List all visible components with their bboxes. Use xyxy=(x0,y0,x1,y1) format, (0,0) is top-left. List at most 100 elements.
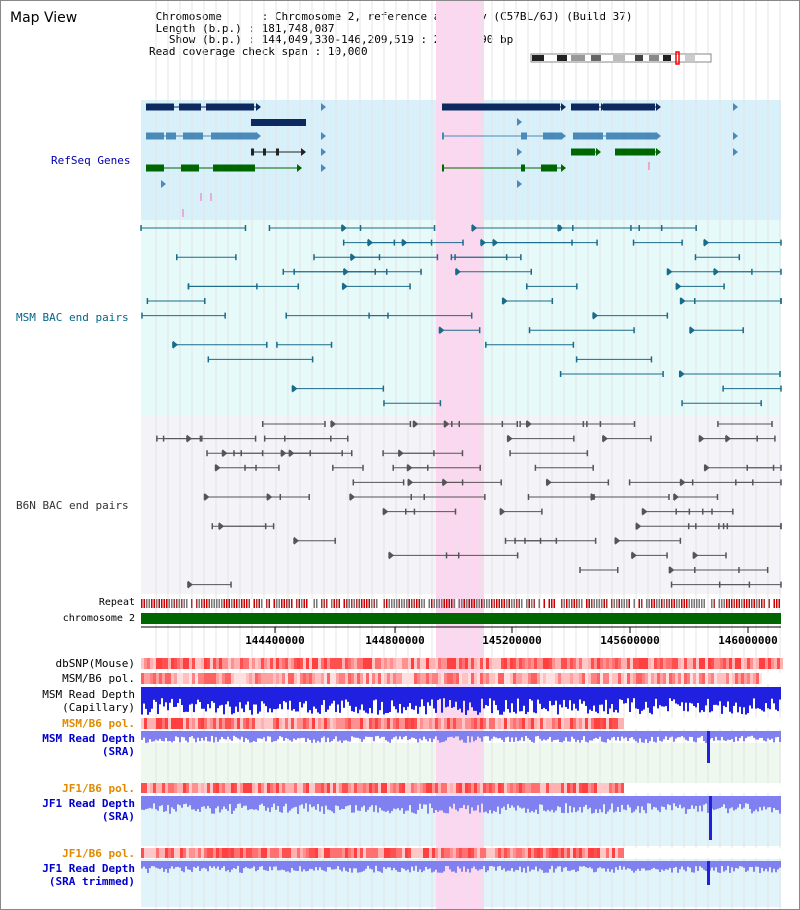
jf1-trim-depth-bar xyxy=(487,861,489,871)
jf1-pol2-heat-cell xyxy=(177,848,180,858)
track-label-dbsnp[interactable]: dbSNP(Mouse) xyxy=(55,657,135,670)
jf1-sra-depth-bar xyxy=(251,796,253,810)
jf1-sra-depth-bar xyxy=(621,796,623,805)
jf1-sra-depth-bar xyxy=(567,796,569,814)
msm-pol2-heat-cell xyxy=(345,718,348,729)
track-label-jf1-b6-pol-2[interactable]: JF1/B6 pol. xyxy=(62,847,135,860)
msm-pol2-heat-cell xyxy=(495,718,498,729)
msm-pol-heat-cell xyxy=(144,673,147,684)
jf1-sra-depth-bar xyxy=(619,796,621,812)
jf1-trim-depth-bar xyxy=(547,861,549,873)
repeat-segment xyxy=(443,599,445,608)
dbsnp-heat-cell xyxy=(693,658,696,669)
track-label-repeat[interactable]: Repeat xyxy=(98,597,135,608)
jf1-pol2-heat-cell xyxy=(495,848,498,858)
msm-capillary-depth-bar xyxy=(637,687,639,710)
track-label-msm-depth-capillary[interactable]: MSM Read Depth xyxy=(42,688,135,701)
jf1-pol2-heat-cell xyxy=(369,848,372,858)
dbsnp-heat-cell xyxy=(390,658,393,669)
repeat-segment xyxy=(751,599,753,608)
msm-sra-depth-bar xyxy=(375,731,377,737)
msm-bac-pair-arrow xyxy=(455,267,461,276)
gene-exon-block xyxy=(571,103,599,111)
track-label-jf1-b6-pol[interactable]: JF1/B6 pol. xyxy=(62,782,135,795)
track-label-msm-depth-sra[interactable]: MSM Read Depth xyxy=(42,732,135,745)
msm-pol-heat-cell xyxy=(582,673,585,684)
jf1-sra-depth-bar xyxy=(149,796,151,808)
msm-capillary-depth-bar xyxy=(585,687,587,706)
track-label-msm-b6-pol-2[interactable]: MSM/B6 pol. xyxy=(62,717,135,730)
track-label-msm-b6-pol[interactable]: MSM/B6 pol. xyxy=(62,672,135,685)
msm-sra-depth-bar xyxy=(241,731,243,737)
jf1-sra-depth-bar xyxy=(197,796,199,810)
msm-capillary-depth-bar xyxy=(267,687,269,713)
msm-pol-heat-cell xyxy=(408,673,411,684)
msm-sra-depth-bar xyxy=(509,731,511,742)
track-label-chromosome[interactable]: chromosome 2 xyxy=(62,613,135,624)
msm-sra-depth-bar xyxy=(577,731,579,740)
gene-exon-block xyxy=(615,148,655,156)
dbsnp-heat-cell xyxy=(513,658,516,669)
msm-capillary-depth-bar xyxy=(737,687,739,713)
gene-strand-arrow xyxy=(561,132,566,140)
dbsnp-heat-cell xyxy=(696,658,699,669)
jf1-pol-heat-cell xyxy=(753,783,756,793)
jf1-pol-heat-cell xyxy=(489,783,492,793)
jf1-trim-depth-bar xyxy=(319,861,321,868)
jf1-sra-depth-bar xyxy=(141,796,143,810)
jf1-trim-depth-bar xyxy=(453,861,455,872)
chromosome-ideogram[interactable] xyxy=(530,51,712,65)
msm-capillary-depth-bar xyxy=(545,687,547,710)
jf1-trim-depth-bar xyxy=(401,861,403,868)
track-label-b6n-bac[interactable]: B6N BAC end pairs xyxy=(16,499,129,512)
msm-sra-depth-bar xyxy=(317,731,319,741)
b6n-bac-pair-arrow xyxy=(631,551,637,560)
repeat-segment xyxy=(411,599,413,608)
jf1-sra-depth-bar xyxy=(695,796,697,806)
jf1-pol2-heat-cell xyxy=(684,848,687,858)
msm-pol2-heat-cell xyxy=(327,718,330,729)
jf1-trim-depth-bar xyxy=(569,861,571,871)
jf1-trim-depth-bar xyxy=(635,861,637,871)
jf1-pol2-heat-cell xyxy=(216,848,219,858)
dbsnp-heat-cell xyxy=(327,658,330,669)
jf1-pol2-heat-cell xyxy=(522,848,525,858)
jf1-sra-depth-bar xyxy=(435,796,437,811)
msm-bac-pair-arrow xyxy=(680,297,686,305)
msm-pol2-heat-cell xyxy=(627,718,630,729)
msm-sra-depth-bar xyxy=(531,731,533,742)
jf1-sra-depth-bar xyxy=(157,796,159,811)
msm-sra-depth-bar xyxy=(677,731,679,738)
gene-strand-arrow xyxy=(733,148,738,156)
jf1-pol2-heat-cell xyxy=(591,848,594,858)
jf1-pol-heat-cell xyxy=(555,783,558,793)
msm-capillary-depth-bar xyxy=(351,687,353,712)
repeat-segment xyxy=(391,599,393,608)
repeat-segment xyxy=(196,599,198,608)
jf1-trim-depth-bar xyxy=(379,861,381,872)
msm-capillary-depth-bar xyxy=(215,687,217,713)
track-label-refseq[interactable]: RefSeq Genes xyxy=(51,154,131,167)
msm-capillary-depth-bar xyxy=(171,687,173,699)
track-label-msm-bac[interactable]: MSM BAC end pairs xyxy=(16,311,129,324)
repeat-segment xyxy=(611,599,613,608)
repeat-segment xyxy=(723,599,725,608)
jf1-sra-depth-bar xyxy=(589,796,591,808)
jf1-sra-depth-bar xyxy=(669,796,671,806)
msm-pol-heat-cell xyxy=(666,673,669,684)
msm-sra-depth-bar xyxy=(295,731,297,740)
jf1-trim-depth-bar xyxy=(465,861,467,872)
track-label-jf1-depth-trimmed[interactable]: JF1 Read Depth xyxy=(42,862,135,875)
msm-pol-heat-cell xyxy=(183,673,186,684)
jf1-pol2-heat-cell xyxy=(600,848,603,858)
track-features[interactable] xyxy=(140,103,783,885)
b6n-bac-pair-arrow xyxy=(636,522,642,531)
jf1-sra-depth-bar xyxy=(543,796,545,811)
jf1-sra-depth-bar xyxy=(577,796,579,811)
msm-pol2-heat-cell xyxy=(360,718,363,729)
jf1-pol2-heat-cell xyxy=(744,848,747,858)
msm-pol-heat-cell xyxy=(390,673,393,684)
track-label-jf1-depth-sra[interactable]: JF1 Read Depth xyxy=(42,797,135,810)
jf1-pol2-heat-cell xyxy=(402,848,405,858)
